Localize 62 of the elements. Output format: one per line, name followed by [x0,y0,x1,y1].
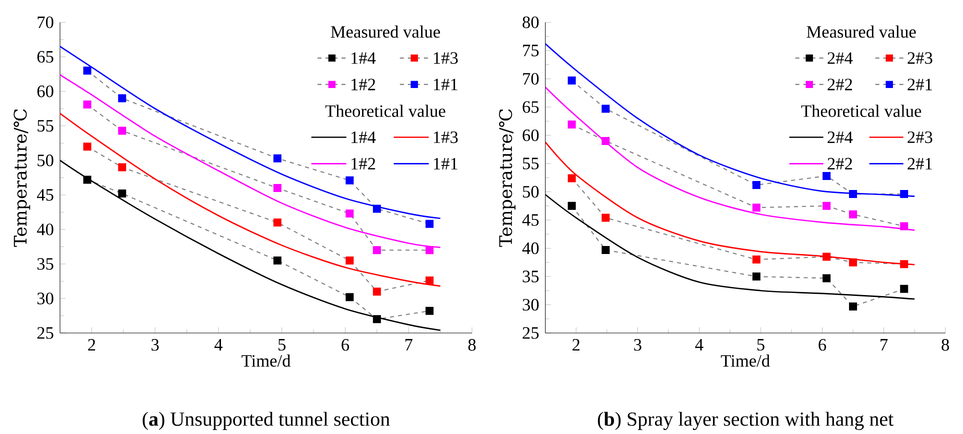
legend-label: 1#3 [434,131,458,144]
y-tick-label: 50 [38,154,54,166]
legend-label: 2#2 [828,78,852,90]
x-tick-label: 2 [572,339,580,351]
legend-label: 2#4 [828,52,853,64]
legend-label: 1#4 [352,132,376,143]
x-tick-label: 3 [152,339,159,351]
y-tick-label: 80 [522,16,539,28]
x-tick-label: 4 [214,339,223,350]
y-tick-label: 35 [37,258,54,270]
x-tick-label: 7 [405,339,412,350]
y-axis-title: Temperature/℃ [499,109,516,247]
legend-label: 1#1 [434,78,458,90]
legend-label: 1#2 [352,78,376,90]
x-tick-label: 8 [468,339,476,351]
legend-label: 1#3 [434,52,458,64]
y-tick-label: 55 [522,158,539,170]
y-axis-title: Temperature/℃ [14,109,30,247]
legend-label: 1#4 [352,52,376,64]
y-tick-label: 65 [37,51,54,63]
y-tick-label: 75 [523,44,539,56]
x-tick-label: 3 [634,339,642,351]
y-tick-label: 30 [522,298,539,311]
x-tick-label: 2 [88,339,96,351]
legend-label: 1#1 [434,158,458,170]
x-tick-label: 6 [818,339,826,351]
y-tick-label: 25 [522,327,539,339]
y-tick-label: 70 [38,16,54,28]
y-tick-label: 45 [522,214,539,226]
annotation: Theoretical value [801,104,922,117]
y-tick-label: 30 [37,292,54,304]
legend-label: 2#4 [828,132,853,144]
legend-label: 2#3 [908,131,932,144]
y-tick-label: 45 [36,189,54,201]
y-tick-label: 55 [38,120,54,132]
legend-label: 2#2 [828,158,852,170]
legend-label: 1#2 [352,158,376,170]
x-tick-label: 4 [695,339,704,350]
legend-title: Measured value [806,26,916,38]
x-tick-label: 7 [880,339,888,350]
text: (a) Unsupported tunnel section [142,412,390,430]
x-tick-label: 8 [942,339,950,351]
legend-label: 2#1 [908,158,932,170]
y-tick-label: 25 [37,327,54,339]
legend-title: Measured value [330,26,440,38]
x-axis-title: Time/d [720,354,770,367]
x-tick-label: 5 [278,339,286,351]
y-tick-label: 60 [522,129,539,142]
annotation: Theoretical value [325,104,446,117]
y-tick-label: 65 [522,101,539,113]
x-axis-title: Time/d [242,354,291,367]
y-tick-label: 40 [522,242,539,254]
text: (b) Spray layer section with hang net [598,412,894,430]
y-tick-label: 40 [36,224,54,236]
legend-label: 2#3 [908,52,932,64]
y-tick-label: 50 [522,186,539,198]
x-tick-label: 5 [757,339,764,351]
x-tick-label: 6 [342,339,350,351]
y-tick-label: 35 [522,270,539,282]
y-tick-label: 60 [37,86,54,98]
legend-label: 2#1 [908,78,932,90]
y-tick-label: 70 [523,72,539,85]
